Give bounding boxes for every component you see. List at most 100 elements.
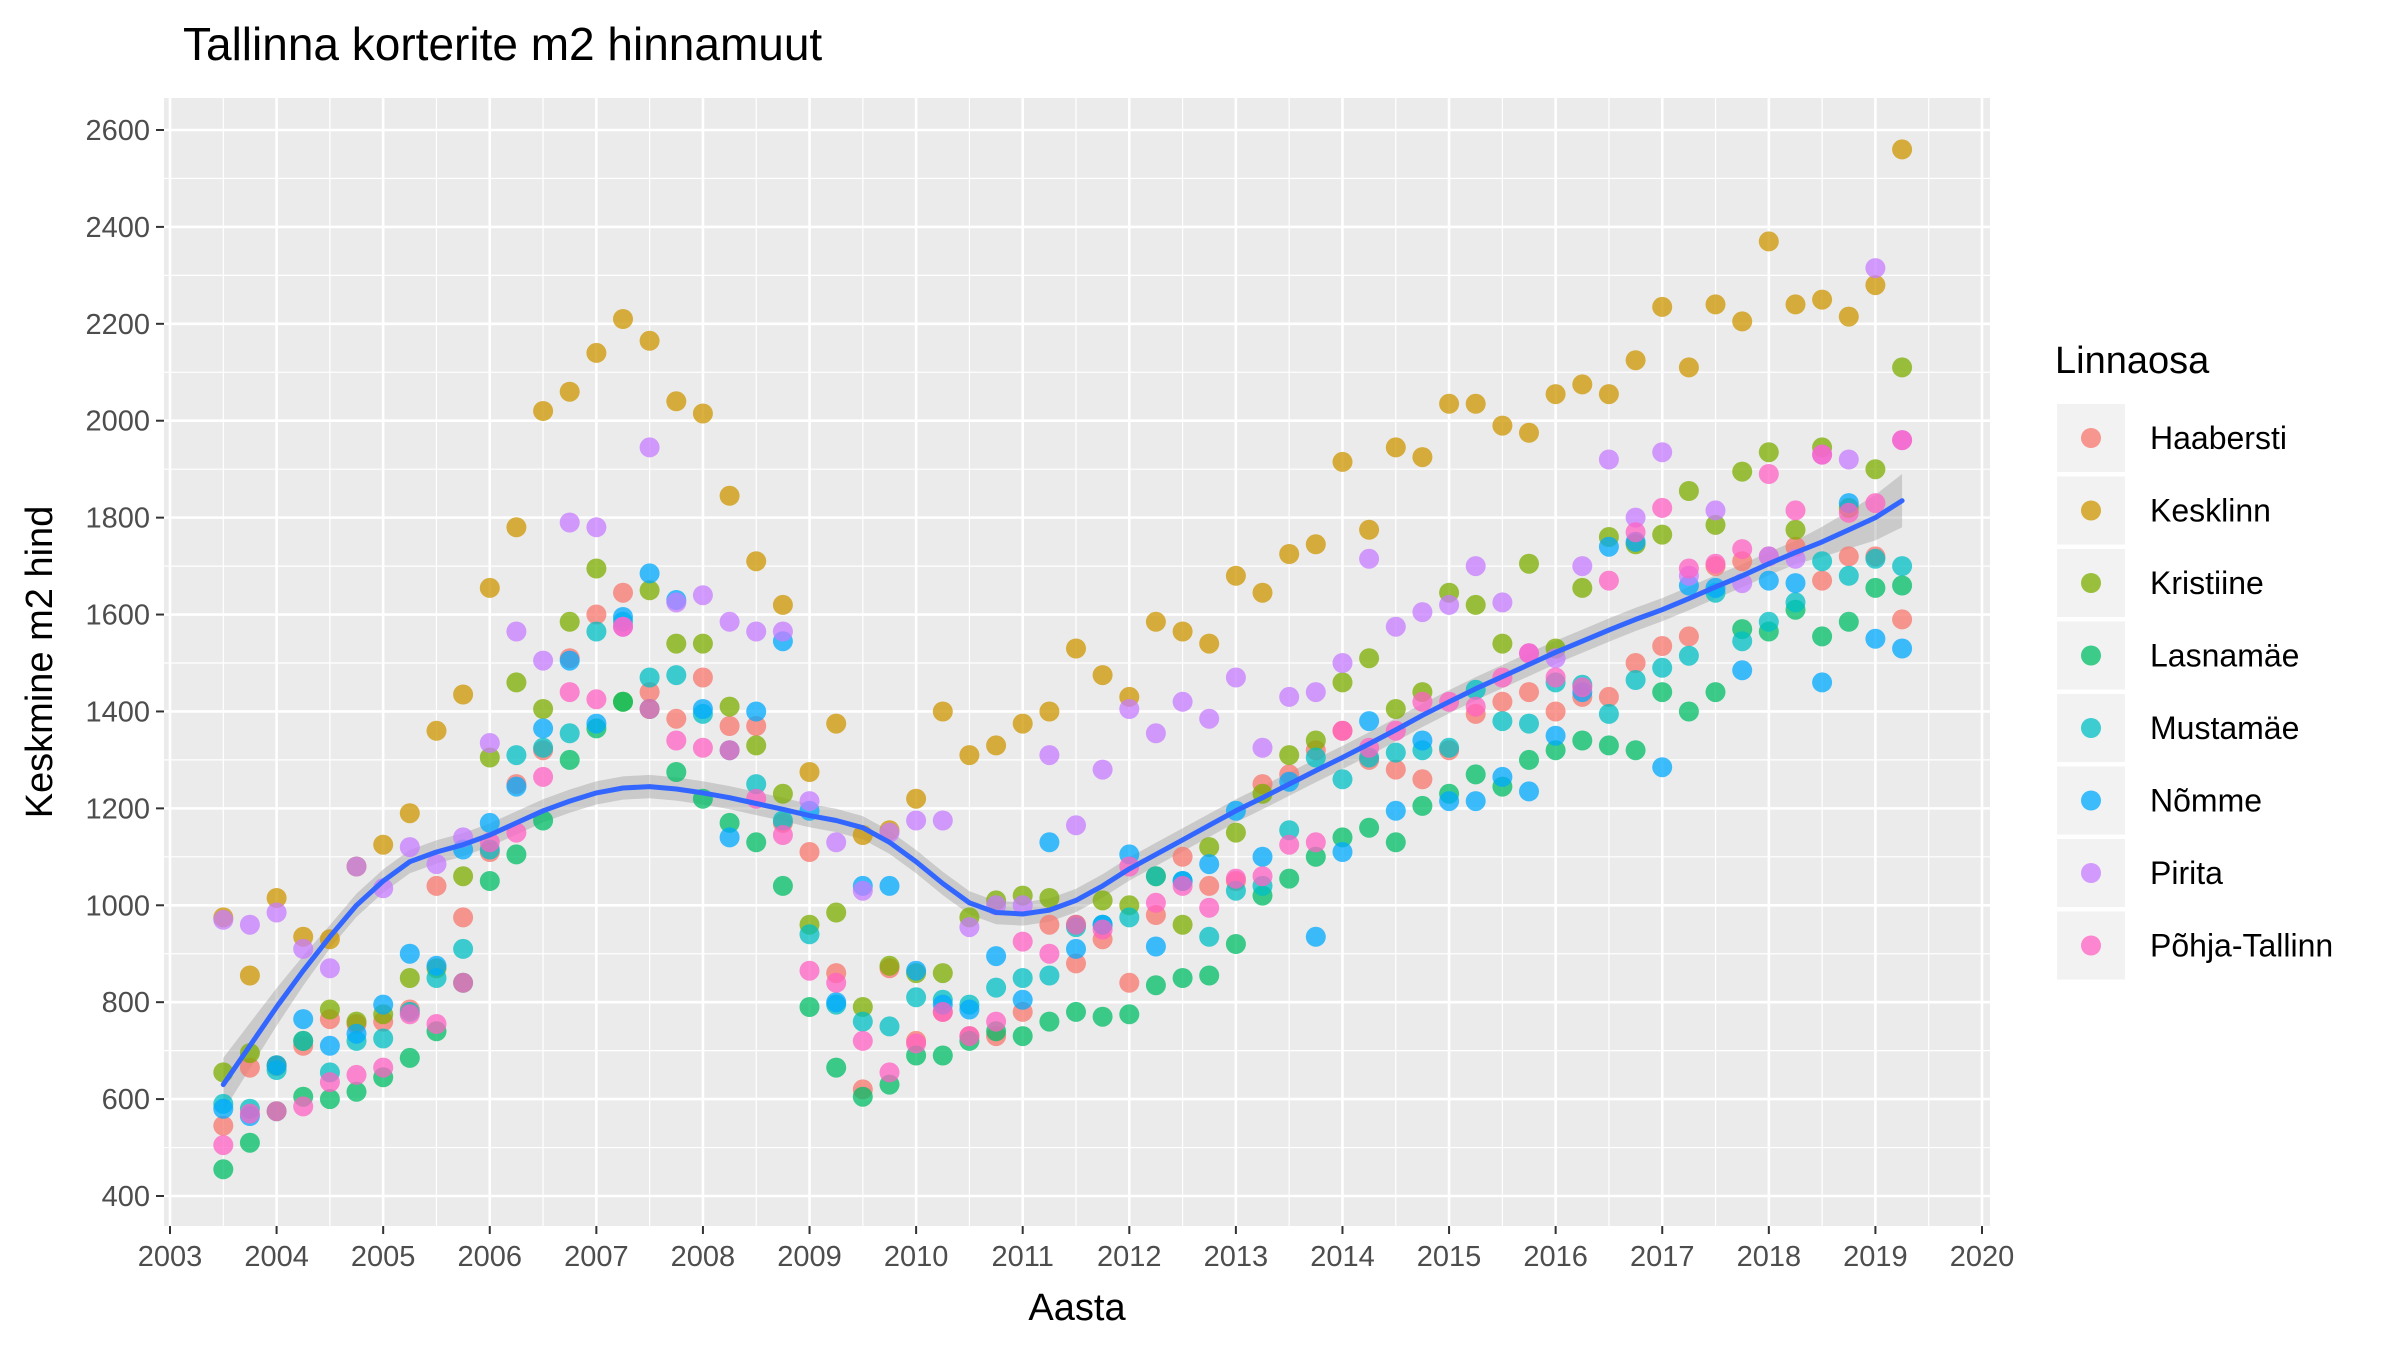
point-mustam-e bbox=[586, 621, 607, 642]
point-kesklinn bbox=[1678, 357, 1699, 378]
point-kesklinn bbox=[1838, 306, 1859, 327]
x-tick-label: 2012 bbox=[1097, 1241, 1162, 1273]
point-pirita bbox=[399, 837, 420, 858]
point-n-mme bbox=[426, 955, 447, 976]
point-kristiine bbox=[1892, 357, 1913, 378]
point-mustam-e bbox=[1492, 711, 1513, 732]
point-pirita bbox=[666, 592, 687, 613]
point-lasnam-e bbox=[506, 844, 527, 865]
point-lasnam-e bbox=[1812, 626, 1833, 647]
point-mustam-e bbox=[453, 938, 474, 959]
point-kesklinn bbox=[559, 381, 580, 402]
point-pirita bbox=[1865, 258, 1886, 279]
point-kesklinn bbox=[1812, 289, 1833, 310]
point-mustam-e bbox=[852, 1011, 873, 1032]
point-kesklinn bbox=[426, 720, 447, 741]
point-n-mme bbox=[959, 999, 980, 1020]
point-p-hja-tallinn bbox=[1305, 832, 1326, 853]
point-kristiine bbox=[1199, 837, 1220, 858]
point-pirita bbox=[426, 854, 447, 875]
x-tick-label: 2008 bbox=[671, 1241, 736, 1273]
point-mustam-e bbox=[1439, 737, 1460, 758]
point-lasnam-e bbox=[799, 997, 820, 1017]
point-haabersti bbox=[1838, 546, 1859, 567]
y-axis: 400 600 800 1000 1200 1400 1600 1800 2000 2200 240… bbox=[85, 115, 164, 1213]
x-tick-label: 2005 bbox=[351, 1241, 416, 1273]
point-p-hja-tallinn bbox=[692, 737, 713, 758]
point-kristiine bbox=[746, 735, 767, 756]
point-pirita bbox=[906, 810, 927, 831]
point-kesklinn bbox=[1892, 139, 1913, 160]
point-kesklinn bbox=[692, 403, 713, 424]
point-kristiine bbox=[453, 866, 474, 887]
point-pirita bbox=[852, 880, 873, 901]
y-tick-label: 800 bbox=[102, 987, 150, 1019]
point-mustam-e bbox=[1785, 592, 1806, 613]
point-p-hja-tallinn bbox=[1092, 919, 1113, 940]
point-n-mme bbox=[586, 713, 607, 734]
x-tick-label: 2017 bbox=[1630, 1241, 1695, 1273]
point-p-hja-tallinn bbox=[1865, 493, 1886, 514]
point-kesklinn bbox=[1359, 519, 1380, 540]
point-kesklinn bbox=[239, 965, 260, 986]
point-lasnam-e bbox=[932, 1045, 953, 1066]
point-n-mme bbox=[1385, 800, 1406, 821]
point-pirita bbox=[239, 914, 260, 935]
point-pirita bbox=[1305, 682, 1326, 703]
point-lasnam-e bbox=[613, 691, 633, 712]
point-n-mme bbox=[1145, 936, 1166, 957]
point-lasnam-e bbox=[319, 1089, 340, 1110]
point-mustam-e bbox=[1838, 565, 1859, 586]
point-kesklinn bbox=[719, 485, 740, 506]
point-kesklinn bbox=[1732, 311, 1753, 332]
point-pirita bbox=[1332, 653, 1353, 673]
point-mustam-e bbox=[559, 723, 580, 744]
point-p-hja-tallinn bbox=[959, 1026, 980, 1047]
x-tick-label: 2009 bbox=[777, 1241, 842, 1273]
point-mustam-e bbox=[772, 810, 793, 831]
point-kesklinn bbox=[1519, 422, 1539, 443]
point-lasnam-e bbox=[1705, 682, 1726, 703]
point-mustam-e bbox=[373, 1028, 394, 1049]
point-haabersti bbox=[1119, 972, 1140, 993]
legend-label-lasnam-e: Lasnamäe bbox=[2150, 638, 2299, 674]
point-pirita bbox=[799, 791, 820, 812]
point-kesklinn bbox=[1092, 665, 1113, 686]
point-pirita bbox=[533, 650, 554, 671]
point-kesklinn bbox=[1705, 294, 1726, 315]
point-pirita bbox=[506, 621, 527, 642]
point-kristiine bbox=[399, 968, 420, 988]
point-haabersti bbox=[666, 708, 687, 729]
point-n-mme bbox=[293, 1009, 314, 1030]
point-kesklinn bbox=[453, 684, 474, 705]
point-p-hja-tallinn bbox=[533, 766, 554, 787]
point-mustam-e bbox=[1732, 631, 1753, 652]
point-pirita bbox=[1652, 442, 1673, 463]
point-n-mme bbox=[213, 1098, 234, 1119]
point-lasnam-e bbox=[1519, 749, 1539, 770]
point-lasnam-e bbox=[1119, 1004, 1140, 1025]
point-p-hja-tallinn bbox=[1625, 522, 1646, 543]
point-haabersti bbox=[1625, 653, 1646, 673]
point-mustam-e bbox=[1119, 907, 1140, 928]
point-kristiine bbox=[1305, 730, 1326, 751]
point-pirita bbox=[1279, 686, 1300, 707]
point-kesklinn bbox=[1172, 621, 1193, 642]
point-kristiine bbox=[932, 963, 953, 984]
point-lasnam-e bbox=[1092, 1006, 1113, 1027]
trend-line bbox=[220, 498, 1905, 1088]
point-kristiine bbox=[639, 580, 660, 601]
point-pirita bbox=[826, 832, 847, 853]
point-pirita bbox=[692, 585, 713, 606]
point-n-mme bbox=[1758, 570, 1779, 591]
point-n-mme bbox=[639, 563, 660, 584]
point-pirita bbox=[1172, 691, 1193, 712]
y-tick-label: 2400 bbox=[85, 212, 150, 244]
point-pirita bbox=[1092, 759, 1113, 780]
point-pirita bbox=[1572, 556, 1593, 577]
x-tick-label: 2016 bbox=[1523, 1241, 1588, 1273]
point-pirita bbox=[1119, 699, 1140, 719]
point-p-hja-tallinn bbox=[1199, 897, 1220, 918]
point-n-mme bbox=[1359, 711, 1380, 732]
point-kristiine bbox=[666, 633, 687, 654]
